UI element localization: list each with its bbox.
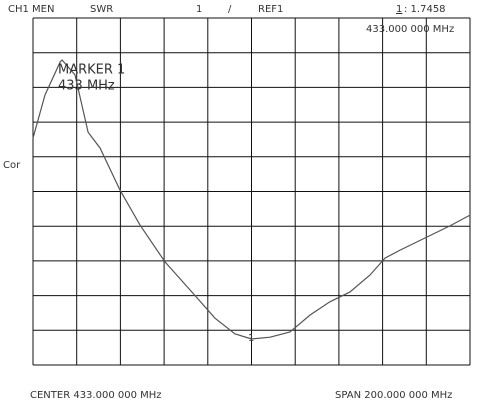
screen-text: REF1 [258,4,283,15]
screen-text: 1 [248,333,254,344]
screen-text: 433.000 000 MHz [366,24,454,35]
screen-text: 433 MHz [58,79,115,94]
screen-text: CENTER 433.000 000 MHz [30,390,162,401]
screen-text: / [228,4,232,15]
screen-text: SPAN 200.000 000 MHz [335,390,452,401]
screen-text: Cor [3,160,21,171]
screen-text: : 1.7458 [404,4,446,15]
screen-text: MARKER 1 [58,63,125,78]
swr-trace [32,59,471,340]
screen-text: 1 [196,4,202,15]
screen-text: 1 [396,4,402,15]
screen-text: CH1 MEN [8,4,54,15]
screen-text: SWR [90,4,113,15]
